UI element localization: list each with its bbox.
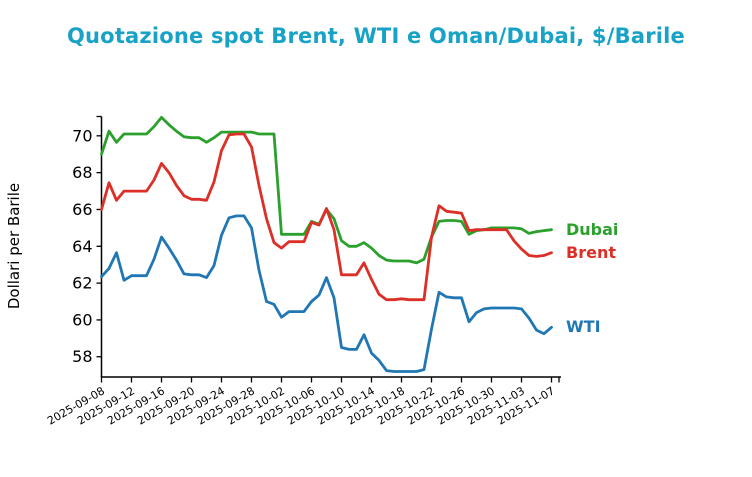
y-tick-label: 62 (72, 274, 92, 293)
series-label-dubai: Dubai (566, 219, 619, 239)
chart-title: Quotazione spot Brent, WTI e Oman/Dubai,… (66, 24, 685, 48)
y-tick-label: 68 (72, 163, 92, 182)
series-line-dubai (100, 116, 553, 265)
y-axis-label: Dollari per Barile (5, 182, 23, 310)
series-line-wti (100, 214, 553, 373)
y-tick-label: 64 (72, 237, 92, 256)
y-tick-label: 70 (72, 126, 92, 145)
y-tick-label: 58 (72, 347, 92, 366)
y-tick-label: 66 (72, 200, 92, 219)
series-label-wti: WTI (566, 317, 601, 337)
y-tick-label: 60 (72, 310, 92, 329)
series-label-brent: Brent (566, 242, 616, 262)
series-line-brent (100, 132, 553, 302)
